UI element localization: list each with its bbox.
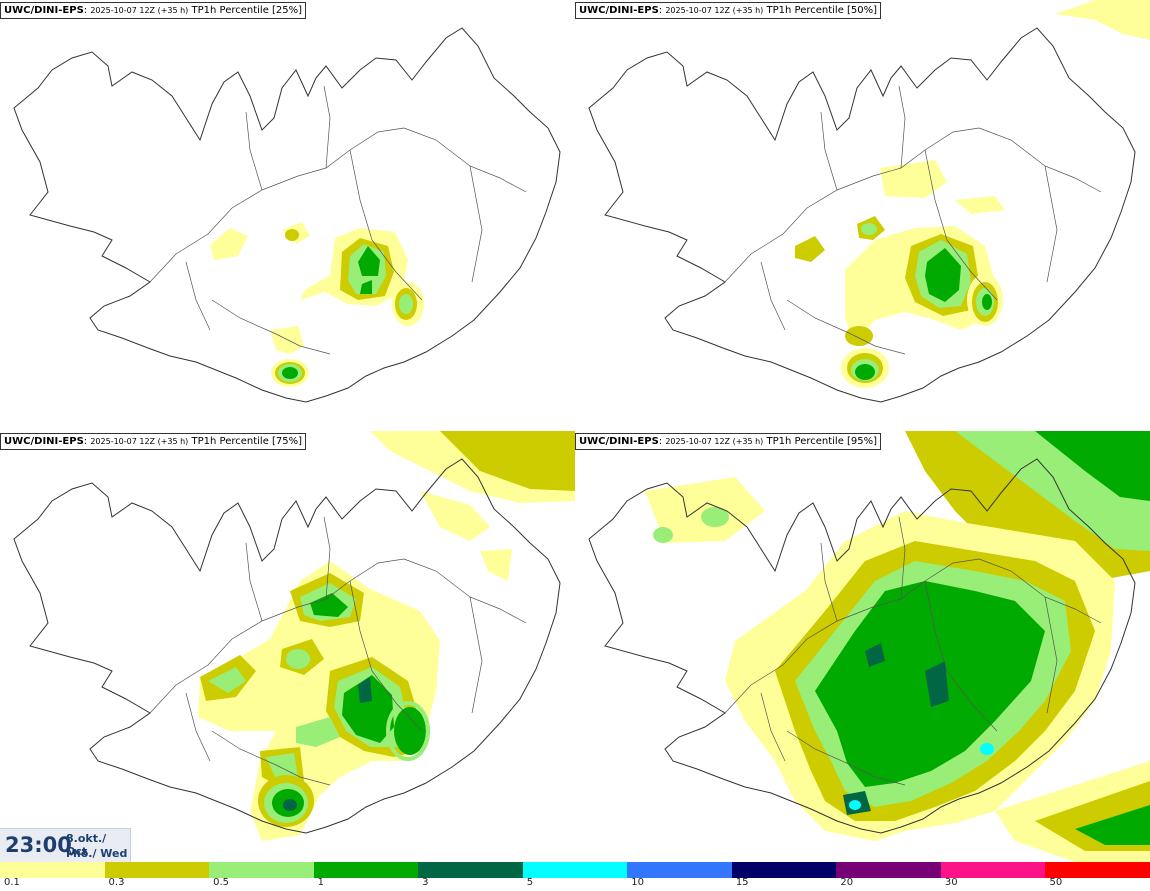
scale-segment bbox=[940, 862, 1046, 878]
model-name: UWC/DINI-EPS bbox=[4, 5, 84, 16]
model-name: UWC/DINI-EPS bbox=[4, 436, 84, 447]
precip-map-p75 bbox=[13, 431, 575, 841]
field-name: TP1h Percentile [95%] bbox=[766, 436, 878, 447]
run-time: 2025-10-07 12Z (+35 h) bbox=[665, 437, 764, 446]
scale-segment bbox=[418, 862, 523, 878]
map-panel-p75: UWC/DINI-EPS: 2025-10-07 12Z (+35 h) TP1… bbox=[0, 431, 575, 862]
panel-title: UWC/DINI-EPS: 2025-10-07 12Z (+35 h) TP1… bbox=[575, 433, 882, 450]
valid-weekday: Mið./ Wed bbox=[66, 847, 128, 860]
valid-time-box: 23:00 8.okt./ Oct Mið./ Wed bbox=[0, 828, 131, 863]
valid-time-clock: 23:00 bbox=[5, 833, 72, 857]
panel-title: UWC/DINI-EPS: 2025-10-07 12Z (+35 h) TP1… bbox=[0, 2, 307, 19]
map-panel-p95: UWC/DINI-EPS: 2025-10-07 12Z (+35 h) TP1… bbox=[575, 431, 1150, 862]
map-panel-p25: UWC/DINI-EPS: 2025-10-07 12Z (+35 h) TP1… bbox=[0, 0, 575, 431]
scale-segment bbox=[1045, 862, 1150, 878]
scale-tick-label: 0.5 bbox=[213, 877, 229, 888]
precip-areas bbox=[645, 431, 1150, 862]
field-name: TP1h Percentile [25%] bbox=[191, 5, 303, 16]
precip-areas bbox=[795, 0, 1150, 388]
model-name: UWC/DINI-EPS bbox=[579, 436, 659, 447]
scale-tick-label: 30 bbox=[944, 877, 958, 888]
scale-segment bbox=[836, 862, 941, 878]
precip-map-p95 bbox=[588, 431, 1150, 862]
precip-map-p25 bbox=[13, 27, 561, 403]
map-panel-p50: UWC/DINI-EPS: 2025-10-07 12Z (+35 h) TP1… bbox=[575, 0, 1150, 431]
precip-map-p50 bbox=[588, 0, 1150, 403]
scale-tick-label: 15 bbox=[735, 877, 749, 888]
precip-scale-ticks: 0.1 0.3 0.5 1 3 5 10 15 20 30 50 bbox=[0, 876, 1150, 890]
model-name: UWC/DINI-EPS bbox=[579, 5, 659, 16]
valid-date: 8.okt./ Oct bbox=[66, 832, 107, 858]
scale-tick-label: 0.1 bbox=[4, 877, 20, 888]
scale-tick-label: 10 bbox=[631, 877, 644, 888]
scale-segment bbox=[104, 862, 210, 878]
scale-tick-label: 3 bbox=[422, 877, 429, 888]
field-name: TP1h Percentile [75%] bbox=[191, 436, 303, 447]
scale-segment bbox=[209, 862, 314, 878]
scale-segment bbox=[731, 862, 837, 878]
scale-tick-label: 1 bbox=[317, 877, 324, 888]
scale-segment bbox=[522, 862, 628, 878]
run-time: 2025-10-07 12Z (+35 h) bbox=[665, 6, 764, 15]
scale-segment bbox=[0, 862, 105, 878]
scale-segment bbox=[313, 862, 419, 878]
scale-tick-label: 5 bbox=[526, 877, 534, 888]
run-time: 2025-10-07 12Z (+35 h) bbox=[90, 437, 189, 446]
precip-areas bbox=[198, 431, 575, 841]
scale-tick-label: 50 bbox=[1049, 877, 1063, 888]
precip-color-scale bbox=[0, 862, 1150, 878]
scale-segment bbox=[627, 862, 732, 878]
scale-tick-label: 20 bbox=[840, 877, 854, 888]
coastline bbox=[588, 27, 1136, 403]
panel-title: UWC/DINI-EPS: 2025-10-07 12Z (+35 h) TP1… bbox=[575, 2, 882, 19]
run-time: 2025-10-07 12Z (+35 h) bbox=[90, 6, 189, 15]
field-name: TP1h Percentile [50%] bbox=[766, 5, 878, 16]
panel-title: UWC/DINI-EPS: 2025-10-07 12Z (+35 h) TP1… bbox=[0, 433, 307, 450]
precip-areas bbox=[210, 222, 424, 387]
road-network bbox=[149, 85, 527, 355]
scale-tick-label: 0.3 bbox=[108, 877, 125, 888]
